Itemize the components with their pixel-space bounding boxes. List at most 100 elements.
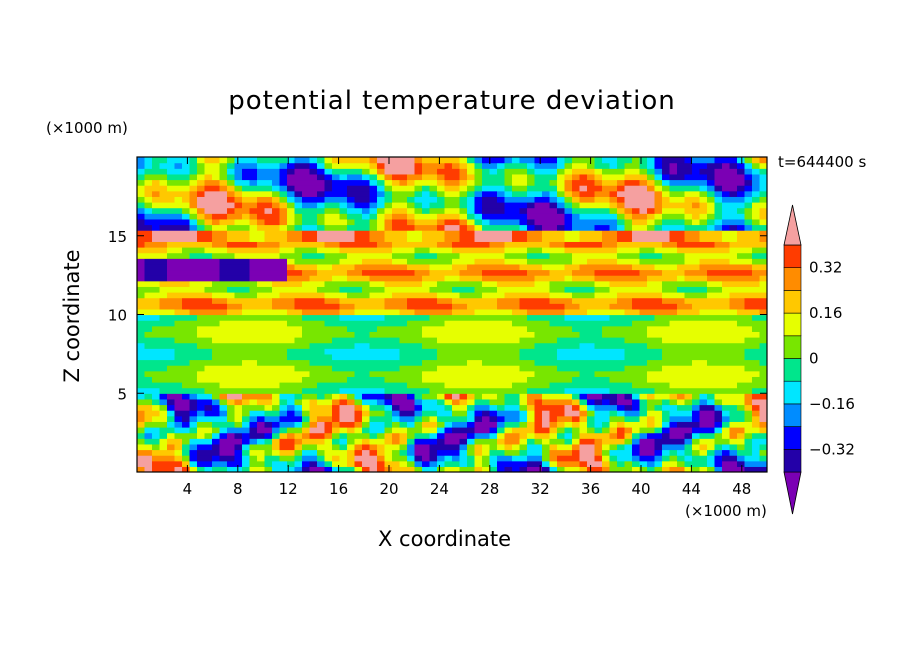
heatmap-cell [572,275,581,282]
heatmap-cell [609,173,618,181]
heatmap-cell [557,185,566,192]
heatmap-cell [564,207,573,214]
heatmap-cell [504,252,513,259]
heatmap-cell [227,258,236,265]
heatmap-cell [594,365,603,372]
heatmap-cell [197,382,206,389]
heatmap-cell [482,252,491,259]
heatmap-cell [542,376,551,383]
heatmap-cell [654,410,663,417]
heatmap-cell [294,314,303,321]
heatmap-cell [729,314,738,321]
heatmap-cell [294,359,303,366]
heatmap-cell [429,325,438,332]
heatmap-cell [167,427,176,434]
heatmap-cell [182,190,191,197]
heatmap-cell [332,325,341,332]
heatmap-cell [279,292,288,299]
heatmap-cell [347,455,356,462]
heatmap-cell [219,432,228,439]
heatmap-cell [392,179,401,186]
heatmap-cell [242,466,251,472]
heatmap-cell [272,359,281,366]
heatmap-cell [722,297,731,304]
heatmap-cell [407,224,416,231]
heatmap-cell [722,331,731,338]
heatmap-cell [452,398,461,406]
heatmap-cell [579,415,588,422]
heatmap-cell [422,460,431,467]
heatmap-cell [152,190,161,197]
heatmap-cell [497,185,506,192]
heatmap-cell [317,359,326,366]
heatmap-cell [617,398,626,406]
heatmap-cell [639,314,648,321]
heatmap-cell [219,353,228,361]
heatmap-cell [677,415,686,422]
heatmap-cell [272,427,281,434]
heatmap-cell [287,382,296,389]
heatmap-cell [137,376,146,383]
heatmap-cell [624,263,633,271]
heatmap-cell [212,213,221,220]
heatmap-cell [504,286,513,293]
heatmap-cell [332,185,341,192]
heatmap-cell [137,404,146,411]
heatmap-cell [227,286,236,293]
heatmap-cell [624,460,633,467]
heatmap-cell [392,303,401,310]
heatmap-cell [444,427,453,434]
heatmap-cell [474,292,483,299]
heatmap-cell [534,353,543,361]
heatmap-cell [197,308,206,316]
heatmap-cell [662,320,671,327]
heatmap-cell [212,455,221,462]
heatmap-cell [317,224,326,231]
heatmap-cell [272,325,281,332]
heatmap-cell [579,241,588,248]
heatmap-cell [429,427,438,434]
heatmap-cell [617,455,626,462]
heatmap-cell [137,252,146,259]
heatmap-cell [414,387,423,394]
colorbar-swatch [783,267,802,291]
heatmap-cell [204,427,213,434]
heatmap-cell [669,168,678,175]
heatmap-cell [669,325,678,332]
heatmap-cell [302,348,311,355]
heatmap-cell [459,218,468,226]
heatmap-cell [459,432,468,439]
heatmap-cell [407,376,416,383]
heatmap-cell [729,162,738,169]
heatmap-cell [384,235,393,242]
heatmap-cell [452,157,461,164]
heatmap-cell [407,314,416,321]
heatmap-cell [234,398,243,406]
heatmap-cell [317,303,326,310]
heatmap-cell [744,168,753,175]
heatmap-cell [647,382,656,389]
heatmap-cell [647,303,656,310]
heatmap-cell [692,224,701,231]
heatmap-cell [572,331,581,338]
heatmap-cell [519,308,528,316]
heatmap-cell [639,269,648,276]
heatmap-cell [167,269,176,276]
heatmap-cell [174,213,183,220]
heatmap-cell [204,376,213,383]
heatmap-cell [624,241,633,248]
heatmap-cell [399,443,408,451]
heatmap-cell [279,421,288,428]
heatmap-cell [392,190,401,197]
heatmap-cell [174,398,183,406]
heatmap-cell [647,337,656,344]
heatmap-cell [482,297,491,304]
heatmap-cell [744,460,753,467]
heatmap-cell [279,196,288,203]
heatmap-cell [639,393,648,400]
heatmap-cell [639,196,648,203]
heatmap-cell [534,320,543,327]
heatmap-cell [444,410,453,417]
heatmap-cell [189,173,198,181]
heatmap-cell [722,258,731,265]
